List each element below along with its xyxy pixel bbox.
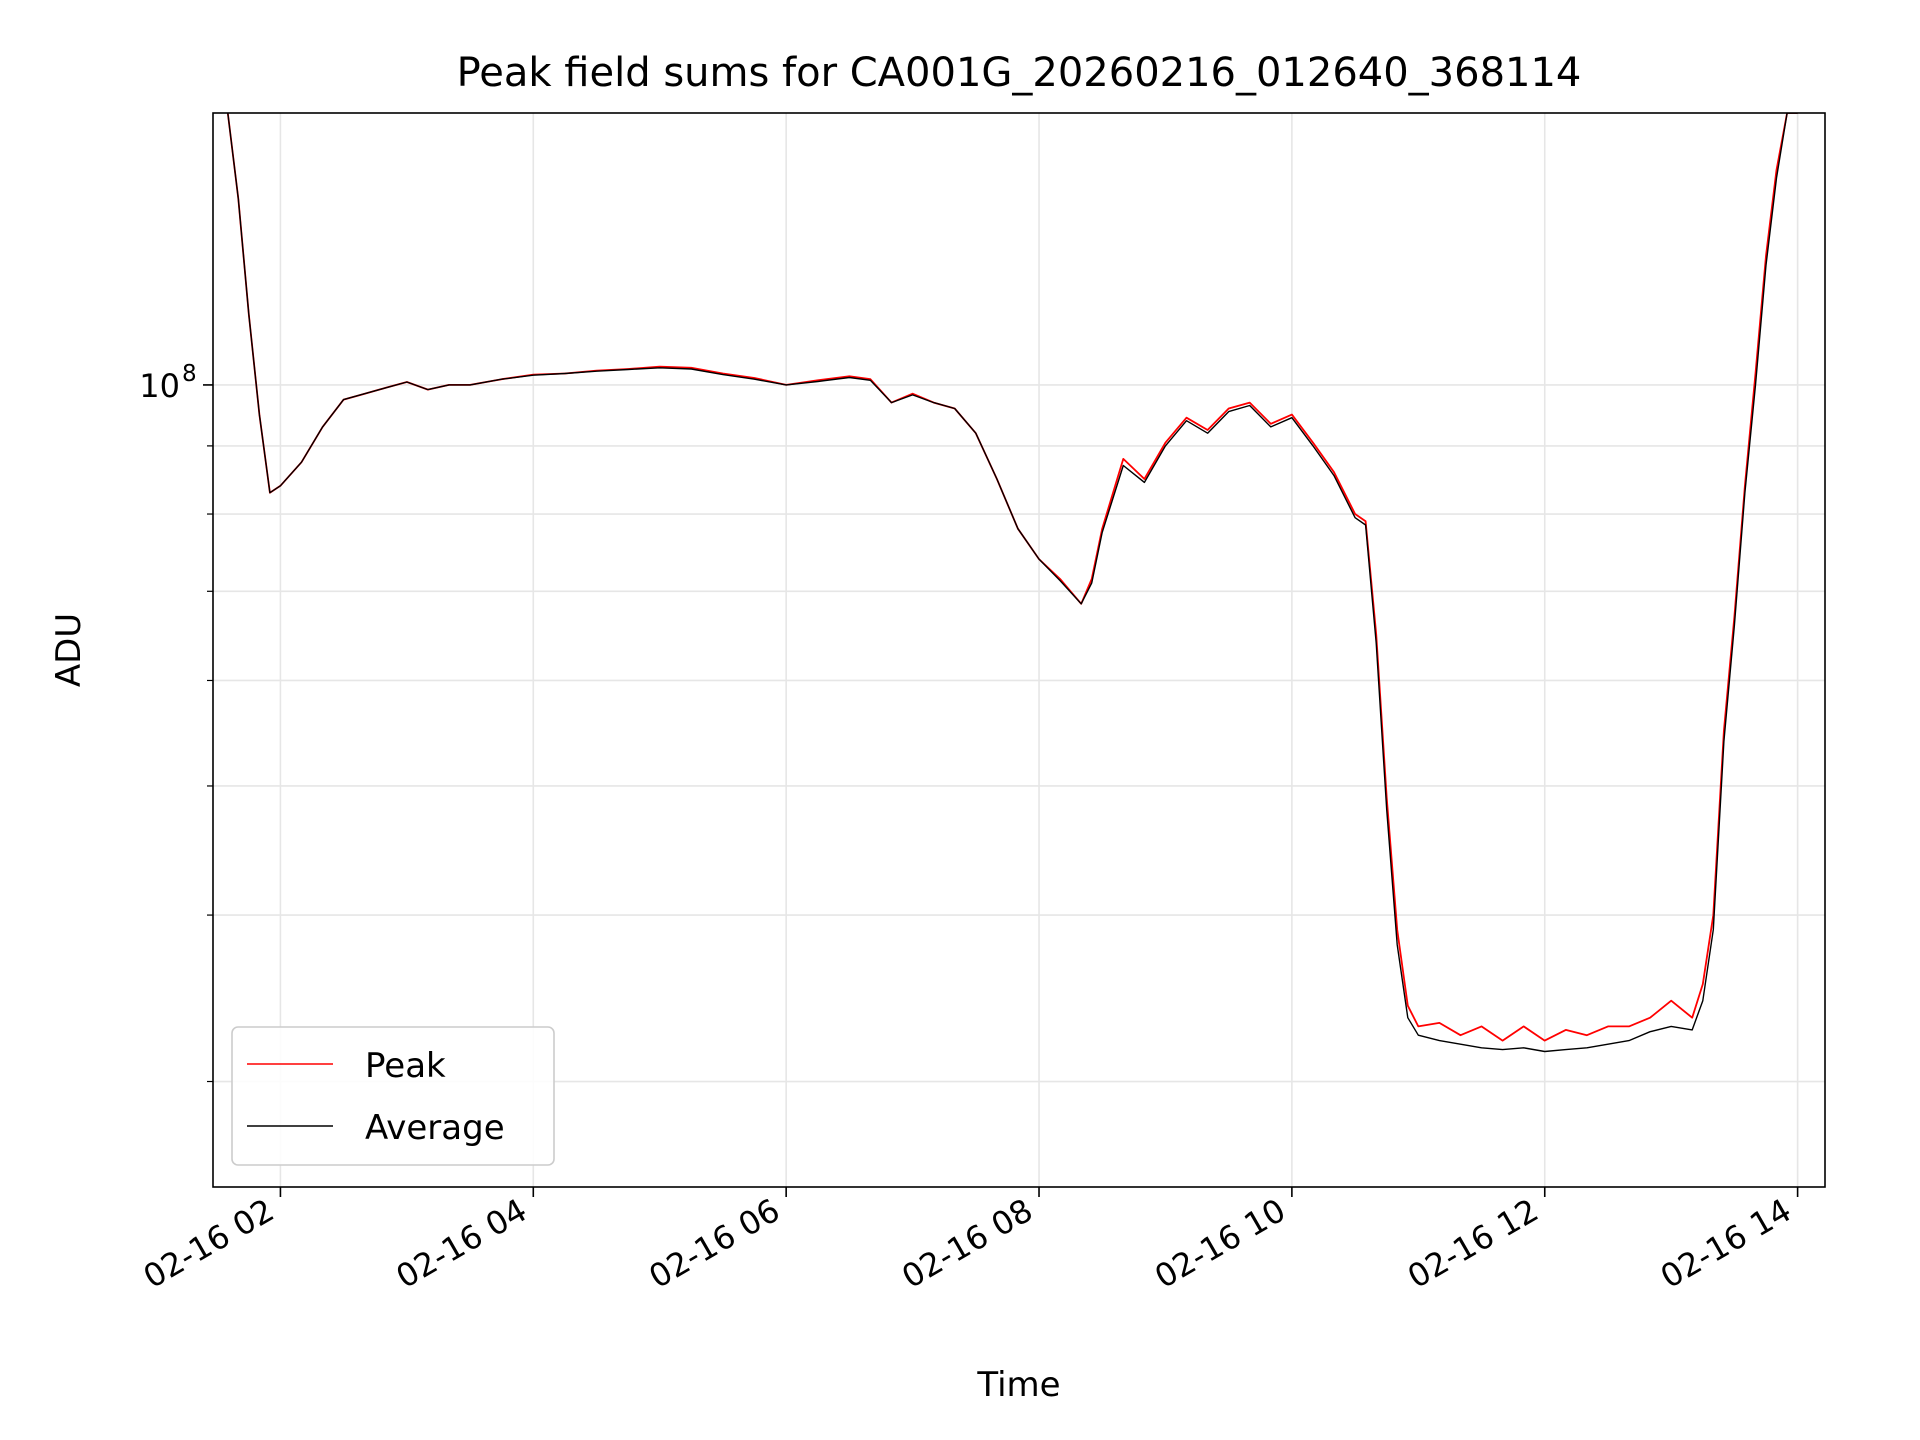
x-axis-label: Time [976, 1365, 1060, 1405]
plot-frame [212, 112, 1826, 1188]
grid [213, 113, 1825, 1187]
series-line-average [227, 113, 1798, 1053]
chart-title: Peak field sums for CA001G_20260216_0126… [457, 50, 1582, 96]
legend-box [231, 1026, 555, 1166]
legend: Peak Average [231, 1026, 555, 1166]
y-tick-label: 10 [139, 367, 180, 405]
series-lines [226, 113, 1798, 1053]
legend-label-average: Average [365, 1108, 505, 1148]
y-axis-label: ADU [49, 613, 89, 687]
y-axis-ticks: 10 8 [139, 361, 213, 1083]
legend-label-peak: Peak [365, 1046, 446, 1086]
y-tick-label-exponent: 8 [182, 361, 197, 387]
